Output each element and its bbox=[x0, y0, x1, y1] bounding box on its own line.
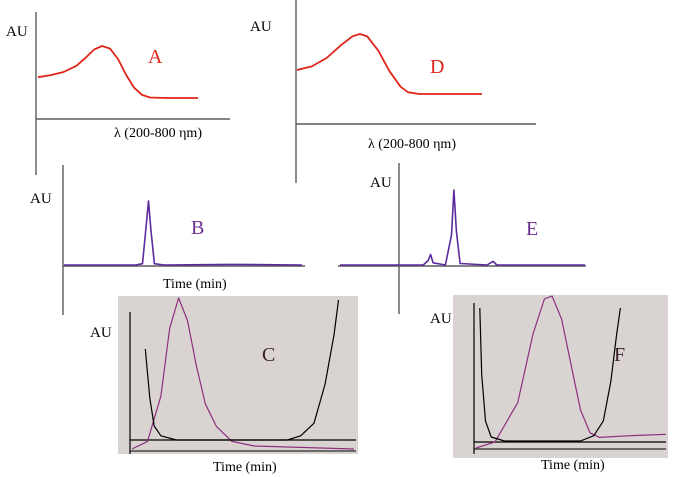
panel-c-purity-curve bbox=[131, 297, 355, 450]
panel-f-threshold-curve bbox=[479, 307, 621, 442]
panel-e-ylabel: AU bbox=[370, 175, 392, 191]
panel-a-trace bbox=[37, 45, 198, 99]
panel-b-ylabel: AU bbox=[30, 191, 52, 207]
panel-b-trace bbox=[64, 200, 303, 266]
panel-a-ylabel: AU bbox=[6, 24, 28, 40]
panel-c-letter: C bbox=[262, 344, 275, 366]
panel-f-purity-curve bbox=[475, 295, 667, 449]
panel-f-ylabel: AU bbox=[430, 311, 452, 327]
panel-c-background bbox=[118, 296, 358, 454]
panel-b-letter: B bbox=[191, 217, 204, 239]
panel-a-letter: A bbox=[148, 46, 163, 68]
panel-f-background bbox=[453, 295, 668, 458]
axes-group bbox=[35, 0, 666, 454]
panel-a-xlabel: λ (200-800 ηm) bbox=[114, 126, 202, 141]
panel-c-threshold-curve bbox=[144, 299, 340, 441]
panel-f-xlabel: Time (min) bbox=[541, 458, 605, 473]
panel-f-letter: F bbox=[614, 344, 625, 366]
panel-d-letter: D bbox=[430, 56, 444, 78]
panel-e-trace bbox=[340, 189, 585, 266]
traces-group bbox=[37, 33, 667, 450]
panel-c-xlabel: Time (min) bbox=[213, 460, 277, 475]
panel-e-letter: E bbox=[526, 218, 538, 240]
panel-c-ylabel: AU bbox=[90, 325, 112, 341]
panel-d-xlabel: λ (200-800 ηm) bbox=[368, 137, 456, 152]
panel-d-ylabel: AU bbox=[250, 19, 272, 35]
panel-d-trace bbox=[296, 33, 482, 95]
panel-b-xlabel: Time (min) bbox=[163, 277, 227, 292]
